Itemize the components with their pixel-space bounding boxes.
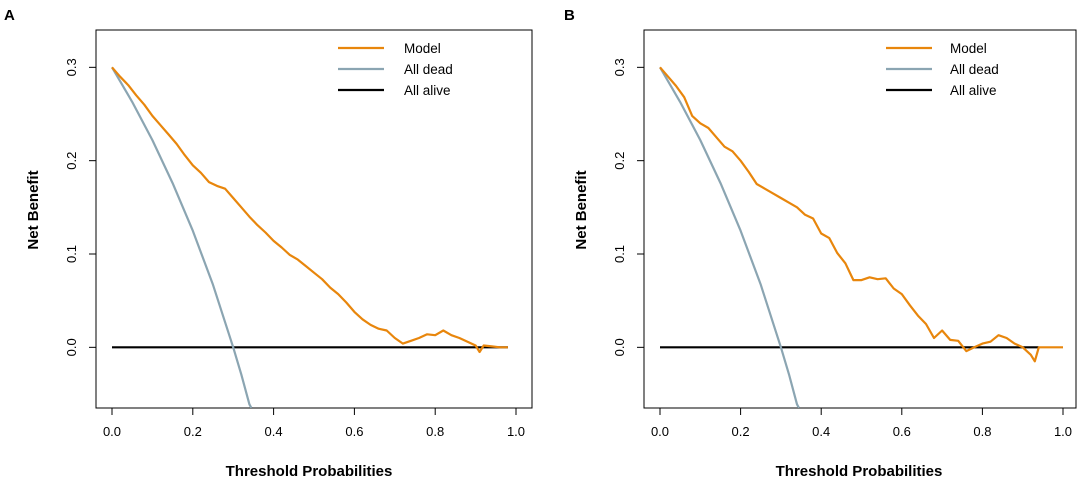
series-line-all-dead — [111, 66, 253, 408]
plot-frame — [643, 29, 1077, 409]
series-line-model — [659, 66, 1063, 363]
series-line-model — [111, 66, 508, 354]
x-tick-label: 0.8 — [973, 424, 991, 439]
y-tick-label: 0.1 — [612, 245, 627, 263]
x-axis-title: Threshold Probabilities — [776, 463, 943, 480]
x-tick-label: 1.0 — [507, 424, 525, 439]
y-tick-label: 0.0 — [612, 338, 627, 356]
legend-label: All alive — [950, 83, 997, 98]
panel-label: B — [564, 7, 575, 24]
legend-label: All alive — [404, 83, 451, 98]
x-tick-label: 0.2 — [184, 424, 202, 439]
x-tick-label: 0.0 — [651, 424, 669, 439]
legend-label: Model — [950, 41, 987, 56]
x-tick-label: 0.4 — [812, 424, 830, 439]
legend-label: Model — [404, 41, 441, 56]
x-tick-label: 0.2 — [732, 424, 750, 439]
y-axis-title: Net Benefit — [25, 170, 42, 249]
x-tick-label: 1.0 — [1054, 424, 1072, 439]
y-tick-label: 0.0 — [64, 338, 79, 356]
chart-panel-b: B Threshold Probabilities Net Benefit 0.… — [564, 7, 1077, 480]
y-axis-title: Net Benefit — [573, 170, 590, 249]
x-tick-label: 0.8 — [426, 424, 444, 439]
y-tick-label: 0.2 — [612, 152, 627, 170]
plot-frame — [95, 29, 533, 409]
x-tick-label: 0.6 — [893, 424, 911, 439]
x-tick-label: 0.6 — [345, 424, 363, 439]
legend-label: All dead — [404, 62, 453, 77]
y-tick-label: 0.1 — [64, 245, 79, 263]
panel-label: A — [4, 7, 15, 24]
series-line-all-dead — [659, 66, 800, 408]
y-tick-label: 0.3 — [64, 58, 79, 76]
y-tick-label: 0.3 — [612, 58, 627, 76]
chart-panel-a: A Threshold Probabilities Net Benefit 0.… — [4, 7, 533, 480]
x-axis-title: Threshold Probabilities — [226, 463, 393, 480]
y-tick-label: 0.2 — [64, 152, 79, 170]
x-tick-label: 0.0 — [103, 424, 121, 439]
legend-label: All dead — [950, 62, 999, 77]
x-tick-label: 0.4 — [265, 424, 283, 439]
